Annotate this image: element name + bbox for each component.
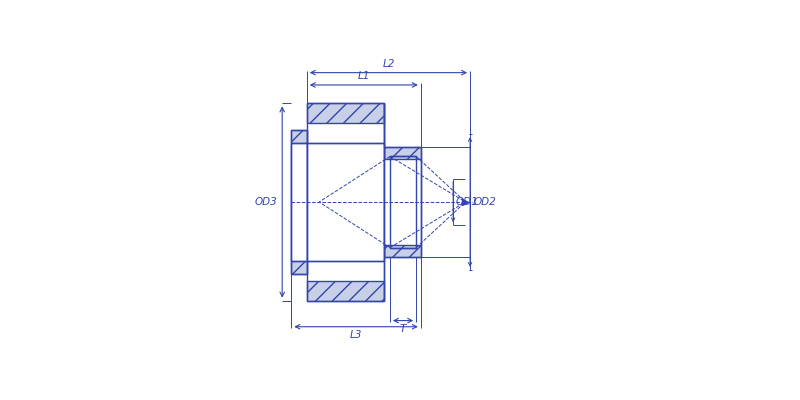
Bar <box>384 159 421 245</box>
Text: T: T <box>400 324 406 334</box>
Text: L2: L2 <box>382 59 394 69</box>
Bar <box>307 280 384 300</box>
Text: OD3: OD3 <box>255 197 278 207</box>
Text: OD1: OD1 <box>455 197 478 207</box>
Bar <box>307 104 384 124</box>
Bar <box>390 156 416 248</box>
Text: OD2: OD2 <box>473 197 496 207</box>
Text: L3: L3 <box>350 330 362 340</box>
Bar <box>384 146 421 159</box>
Bar <box>291 144 307 260</box>
Bar <box>307 144 384 260</box>
Text: L1: L1 <box>358 71 370 81</box>
Bar <box>291 130 307 274</box>
Bar <box>384 245 421 258</box>
